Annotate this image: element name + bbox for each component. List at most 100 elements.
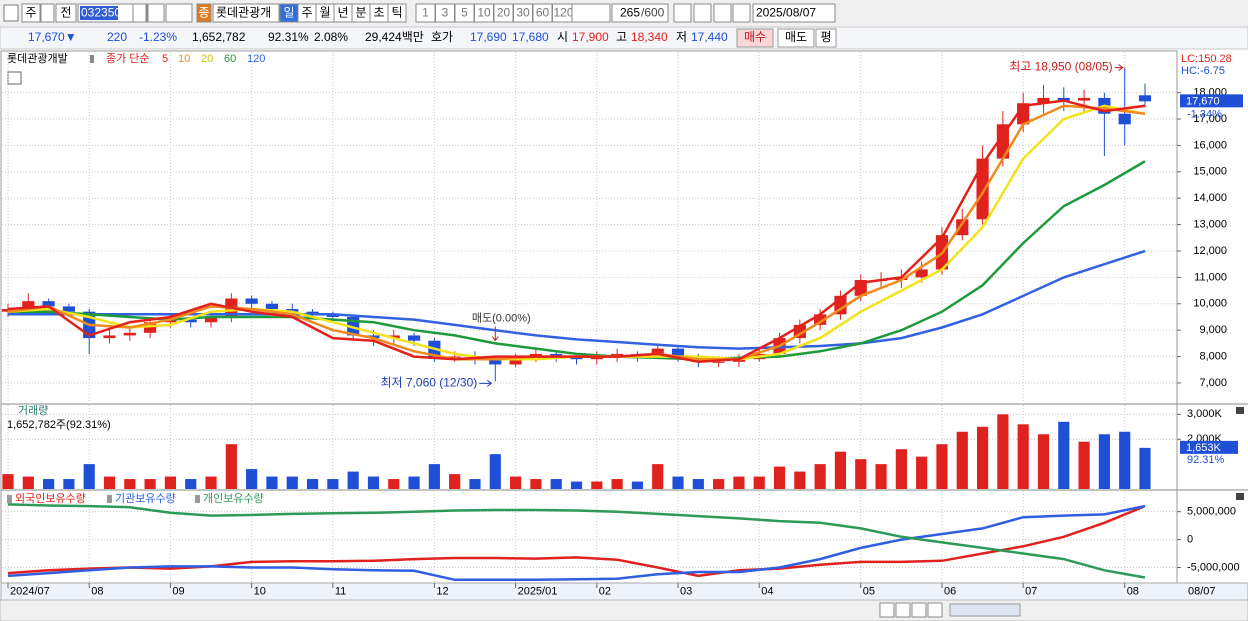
search-button[interactable] bbox=[147, 3, 165, 23]
market-select[interactable] bbox=[21, 3, 41, 23]
candle-body bbox=[42, 301, 55, 307]
x-end-label: 08/07 bbox=[1188, 585, 1216, 597]
candle-body bbox=[671, 348, 685, 357]
volume-bar bbox=[22, 476, 34, 489]
menu-icon[interactable] bbox=[3, 4, 19, 22]
y-tick-label: 14,000 bbox=[1193, 192, 1227, 204]
high-note: 최고 18,950 (08/05) bbox=[1009, 60, 1112, 74]
panel-close[interactable] bbox=[1236, 407, 1244, 414]
interval-button-label: 3 bbox=[442, 6, 449, 20]
y-tick-label: 0 bbox=[1187, 533, 1193, 545]
volume-bar bbox=[1119, 431, 1131, 489]
volume-bar bbox=[1017, 424, 1029, 489]
volume-bar bbox=[814, 464, 826, 489]
tool-icon[interactable] bbox=[732, 3, 751, 23]
sound-button[interactable] bbox=[165, 3, 193, 23]
last-pct-label: -1.34% bbox=[1187, 108, 1222, 120]
legend-icon bbox=[107, 495, 112, 503]
volume-bar bbox=[306, 479, 319, 489]
volume-bar bbox=[672, 476, 684, 489]
volume-bar bbox=[1098, 434, 1110, 489]
x-tick-label: 07 bbox=[1025, 585, 1037, 597]
volume-bar bbox=[916, 456, 928, 489]
info-sell-button[interactable] bbox=[777, 28, 815, 48]
x-tick-label: 05 bbox=[863, 585, 875, 597]
info-price: 17,670▼ bbox=[28, 30, 77, 44]
info-avg-button[interactable] bbox=[815, 28, 837, 48]
volume-bar bbox=[773, 466, 786, 489]
candle-body bbox=[123, 332, 136, 336]
volume-bar bbox=[185, 479, 197, 489]
tool-icon[interactable] bbox=[693, 3, 712, 23]
candle-body bbox=[245, 298, 258, 304]
interval-button-label: 60 bbox=[536, 6, 550, 20]
period-button-label: 초 bbox=[373, 6, 384, 20]
candle-body bbox=[915, 269, 928, 278]
dropdown-arrow[interactable] bbox=[40, 3, 55, 23]
y-tick-label: 8,000 bbox=[1199, 350, 1227, 362]
scroll-thumb[interactable] bbox=[949, 603, 1021, 617]
period-button[interactable] bbox=[387, 3, 407, 23]
y-tick-label: 15,000 bbox=[1193, 166, 1227, 178]
info-buy-button[interactable] bbox=[736, 28, 774, 48]
unit-dropdown[interactable] bbox=[571, 3, 611, 23]
scope-select[interactable] bbox=[55, 3, 77, 23]
candle-body bbox=[489, 359, 502, 365]
volume-bar bbox=[489, 454, 501, 489]
info-high-label: 고 bbox=[616, 30, 627, 44]
volume-bar bbox=[408, 476, 420, 489]
period-button-label: 년 bbox=[337, 6, 348, 20]
x-tick-label: 11 bbox=[335, 585, 346, 597]
volume-bar bbox=[225, 444, 237, 489]
volume-bar bbox=[388, 479, 400, 489]
legend-icon bbox=[195, 495, 200, 503]
chart-title: 롯데관광개발 bbox=[7, 52, 68, 65]
volume-bar bbox=[266, 476, 278, 489]
x-tick-label: 10 bbox=[254, 585, 266, 597]
tool-icon[interactable] bbox=[673, 3, 692, 23]
badge[interactable] bbox=[196, 3, 212, 23]
legend-entry: 개인보유수량 bbox=[203, 492, 264, 505]
volume-bar bbox=[631, 481, 643, 489]
scroll-button[interactable] bbox=[911, 602, 927, 618]
candle-body bbox=[1037, 97, 1050, 104]
panel-close[interactable] bbox=[1236, 493, 1244, 500]
x-tick-label: 03 bbox=[680, 585, 692, 597]
date-box[interactable] bbox=[752, 3, 836, 23]
count-box[interactable] bbox=[611, 3, 669, 23]
candle-body bbox=[367, 335, 380, 339]
info-avg-label: 평 bbox=[820, 30, 831, 44]
dropdown-arrow[interactable] bbox=[132, 3, 147, 23]
candle-body bbox=[976, 158, 989, 220]
legend-entry: 20 bbox=[201, 53, 213, 65]
candle-body bbox=[732, 359, 746, 362]
candle-body bbox=[204, 316, 218, 323]
candle-body bbox=[550, 353, 563, 357]
x-tick-label: 06 bbox=[944, 585, 956, 597]
legend-entry: 10 bbox=[178, 53, 190, 65]
info-change: 220 bbox=[107, 30, 127, 44]
ma-legend-label: 종가 단순 bbox=[106, 52, 150, 65]
y-tick-label: 11,000 bbox=[1194, 271, 1227, 283]
tool-icon[interactable] bbox=[713, 3, 732, 23]
lc-label: LC:150.28 bbox=[1181, 53, 1232, 65]
interval-button-label: 20 bbox=[497, 6, 511, 20]
table-icon[interactable] bbox=[7, 71, 22, 85]
volume-bar bbox=[997, 414, 1009, 489]
candle-body bbox=[814, 314, 827, 325]
volume-bar bbox=[976, 426, 989, 489]
volume-bar bbox=[692, 479, 704, 489]
scroll-button[interactable] bbox=[927, 602, 943, 618]
period-button-label: 분 bbox=[355, 6, 366, 20]
info-volume-ratio: 92.31% bbox=[268, 30, 309, 44]
volume-bar bbox=[367, 476, 380, 489]
scroll-button[interactable] bbox=[895, 602, 911, 618]
volume-bar bbox=[733, 476, 745, 489]
scroll-button[interactable] bbox=[879, 602, 895, 618]
candle-body bbox=[956, 219, 969, 236]
last-price-label: 17,670 bbox=[1186, 95, 1220, 107]
candle-body bbox=[184, 319, 197, 323]
x-tick-label: 2024/07 bbox=[10, 585, 50, 597]
volume-bar bbox=[103, 476, 116, 489]
code-text: 032350 bbox=[81, 6, 121, 20]
